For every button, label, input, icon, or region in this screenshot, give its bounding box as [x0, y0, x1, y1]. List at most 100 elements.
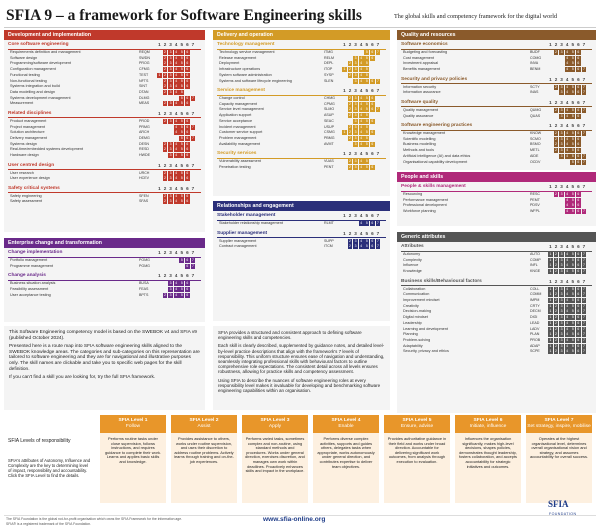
level-cell[interactable]: 2: [553, 309, 559, 315]
level-cell[interactable]: 3: [168, 89, 173, 95]
level-cell[interactable]: 2: [347, 135, 353, 141]
level-cell[interactable]: 6: [184, 124, 190, 130]
level-cell[interactable]: 6: [184, 263, 190, 269]
level-cell[interactable]: 5: [179, 61, 185, 67]
level-cell[interactable]: 3: [353, 124, 358, 130]
level-cell[interactable]: 7: [190, 263, 196, 269]
level-cell[interactable]: 5: [179, 84, 185, 90]
skill-name-link[interactable]: Infrastructure operations: [219, 67, 261, 72]
skill-row[interactable]: Programming/software development PROG 2 3 4 5…: [10, 61, 201, 67]
level-cell[interactable]: 5: [179, 258, 185, 263]
skill-name-link[interactable]: Methods and tools: [403, 148, 435, 153]
level-cell[interactable]: 3: [353, 238, 358, 244]
level-cell[interactable]: 2: [347, 113, 353, 119]
level-cell[interactable]: 7: [375, 107, 381, 113]
skill-name-link[interactable]: Technology service management: [219, 50, 275, 54]
level-cell[interactable]: 4: [564, 90, 570, 96]
level-cell[interactable]: 3: [559, 343, 564, 349]
level-cell[interactable]: 6: [575, 343, 581, 349]
level-cell[interactable]: 7: [581, 349, 587, 355]
skill-row[interactable]: Supplier management SUPP 2 3 4 5 6 7: [219, 238, 386, 245]
skill-name-link[interactable]: Budgeting and forecasting: [403, 50, 448, 54]
skill-name-link[interactable]: Capacity management: [219, 101, 257, 106]
skill-row[interactable]: Portfolio management POMG 5 6 7: [10, 258, 201, 264]
level-cell[interactable]: 4: [358, 96, 364, 101]
level-cell[interactable]: 7: [581, 159, 587, 165]
level-cell[interactable]: 3: [559, 136, 564, 142]
skill-name-link[interactable]: Non-functional testing: [10, 78, 47, 83]
skill-row[interactable]: Feasibility assessment FEAS 3 4 5 6: [10, 286, 201, 293]
level-cell[interactable]: 5: [364, 96, 370, 101]
skill-row[interactable]: Quality assurance QUAS 3 4 5 6: [403, 113, 592, 120]
level-cell[interactable]: 6: [184, 176, 190, 182]
level-cell[interactable]: 4: [173, 55, 179, 61]
skill-name-link[interactable]: System software administration: [219, 72, 272, 77]
skill-row[interactable]: Systems design DESN 2 3 4 5 6: [10, 141, 201, 148]
level-cell[interactable]: 5: [364, 124, 370, 130]
level-cell[interactable]: 5: [570, 257, 576, 263]
skill-name-link[interactable]: Supplier management: [219, 238, 257, 243]
level-cell[interactable]: 6: [575, 107, 581, 113]
level-cell[interactable]: 6: [575, 332, 581, 338]
level-cell[interactable]: 1: [548, 292, 553, 298]
level-cell[interactable]: 6: [184, 55, 190, 61]
level-cell[interactable]: 2: [347, 101, 353, 107]
skill-row[interactable]: Performance management PEMT 4 5 6: [403, 197, 592, 204]
skill-name-link[interactable]: Release management: [219, 55, 257, 60]
skill-row[interactable]: Systems and software lifecycle engineeri…: [219, 78, 386, 85]
level-cell[interactable]: 6: [575, 337, 581, 343]
skill-name-link[interactable]: Leadership: [403, 320, 422, 325]
skill-name-link[interactable]: Problem management: [219, 135, 257, 140]
sfia-level-title[interactable]: SFIA Level 2: [189, 418, 219, 423]
level-cell[interactable]: 7: [581, 153, 587, 159]
level-cell[interactable]: 6: [575, 286, 581, 292]
skill-name-link[interactable]: Knowledge: [403, 269, 422, 274]
skill-name-link[interactable]: Service level management: [219, 107, 264, 112]
sfia-level-title[interactable]: SFIA Level 6: [473, 418, 503, 423]
skill-name-link[interactable]: Investment appraisal: [403, 61, 439, 66]
level-cell[interactable]: 6: [575, 67, 581, 73]
level-cell[interactable]: 2: [162, 50, 168, 55]
level-cell[interactable]: 6: [184, 141, 190, 147]
level-cell[interactable]: 2: [553, 337, 559, 343]
level-cell[interactable]: 5: [179, 153, 185, 158]
skill-row[interactable]: Cost management COMG 4 5 6: [403, 55, 592, 62]
level-cell[interactable]: 2: [347, 107, 353, 113]
level-cell[interactable]: 6: [184, 67, 190, 73]
skill-name-link[interactable]: Professional development: [403, 203, 447, 208]
level-cell[interactable]: 6: [575, 55, 581, 61]
level-cell[interactable]: 5: [364, 135, 370, 141]
skill-row[interactable]: Knowledge KNGE 1 2 3 4 5 6 7: [403, 269, 592, 275]
level-cell[interactable]: 6: [575, 209, 581, 215]
skill-row[interactable]: Scientific modelling SCMO 2 3 4 5 6: [403, 136, 592, 143]
skill-row[interactable]: Resourcing RESC 2 3 4 5 6: [403, 192, 592, 198]
level-cell[interactable]: 4: [173, 176, 179, 182]
level-cell[interactable]: 2: [347, 164, 353, 170]
level-cell[interactable]: 4: [564, 61, 570, 67]
level-cell[interactable]: 2: [162, 199, 168, 205]
level-cell[interactable]: 7: [581, 90, 587, 96]
level-cell[interactable]: 5: [364, 113, 370, 119]
sfia-level-title[interactable]: SFIA Level 1: [118, 418, 148, 423]
level-cell[interactable]: 4: [358, 238, 364, 244]
skill-row[interactable]: Safety assessment SFAS 2 3 4 5 6: [10, 199, 201, 205]
level-cell[interactable]: 1: [548, 303, 553, 309]
skill-name-link[interactable]: Deployment: [219, 61, 240, 66]
level-cell[interactable]: 3: [168, 292, 173, 298]
skill-row[interactable]: Adaptability ADAP 1 2 3 4 5 6 7: [403, 343, 592, 350]
level-cell[interactable]: 2: [162, 292, 168, 298]
skill-row[interactable]: Business modelling BSMO 2 3 4 5 6: [403, 142, 592, 148]
sfia-level-2[interactable]: SFIA Level 2 Assist Provides assistance to…: [171, 415, 237, 503]
level-cell[interactable]: 6: [184, 78, 190, 84]
level-cell[interactable]: 4: [564, 320, 570, 326]
level-cell[interactable]: 2: [553, 292, 559, 298]
level-cell[interactable]: 5: [364, 130, 370, 136]
level-cell[interactable]: 2: [347, 61, 353, 67]
level-cell[interactable]: 5: [570, 55, 576, 61]
level-cell[interactable]: 3: [353, 101, 358, 107]
level-cell[interactable]: 2: [553, 50, 559, 55]
level-cell[interactable]: 4: [173, 84, 179, 90]
skill-row[interactable]: Systems development management DLMG 5 6 7: [10, 95, 201, 102]
level-cell[interactable]: 6: [184, 61, 190, 67]
level-cell[interactable]: 7: [581, 332, 587, 338]
